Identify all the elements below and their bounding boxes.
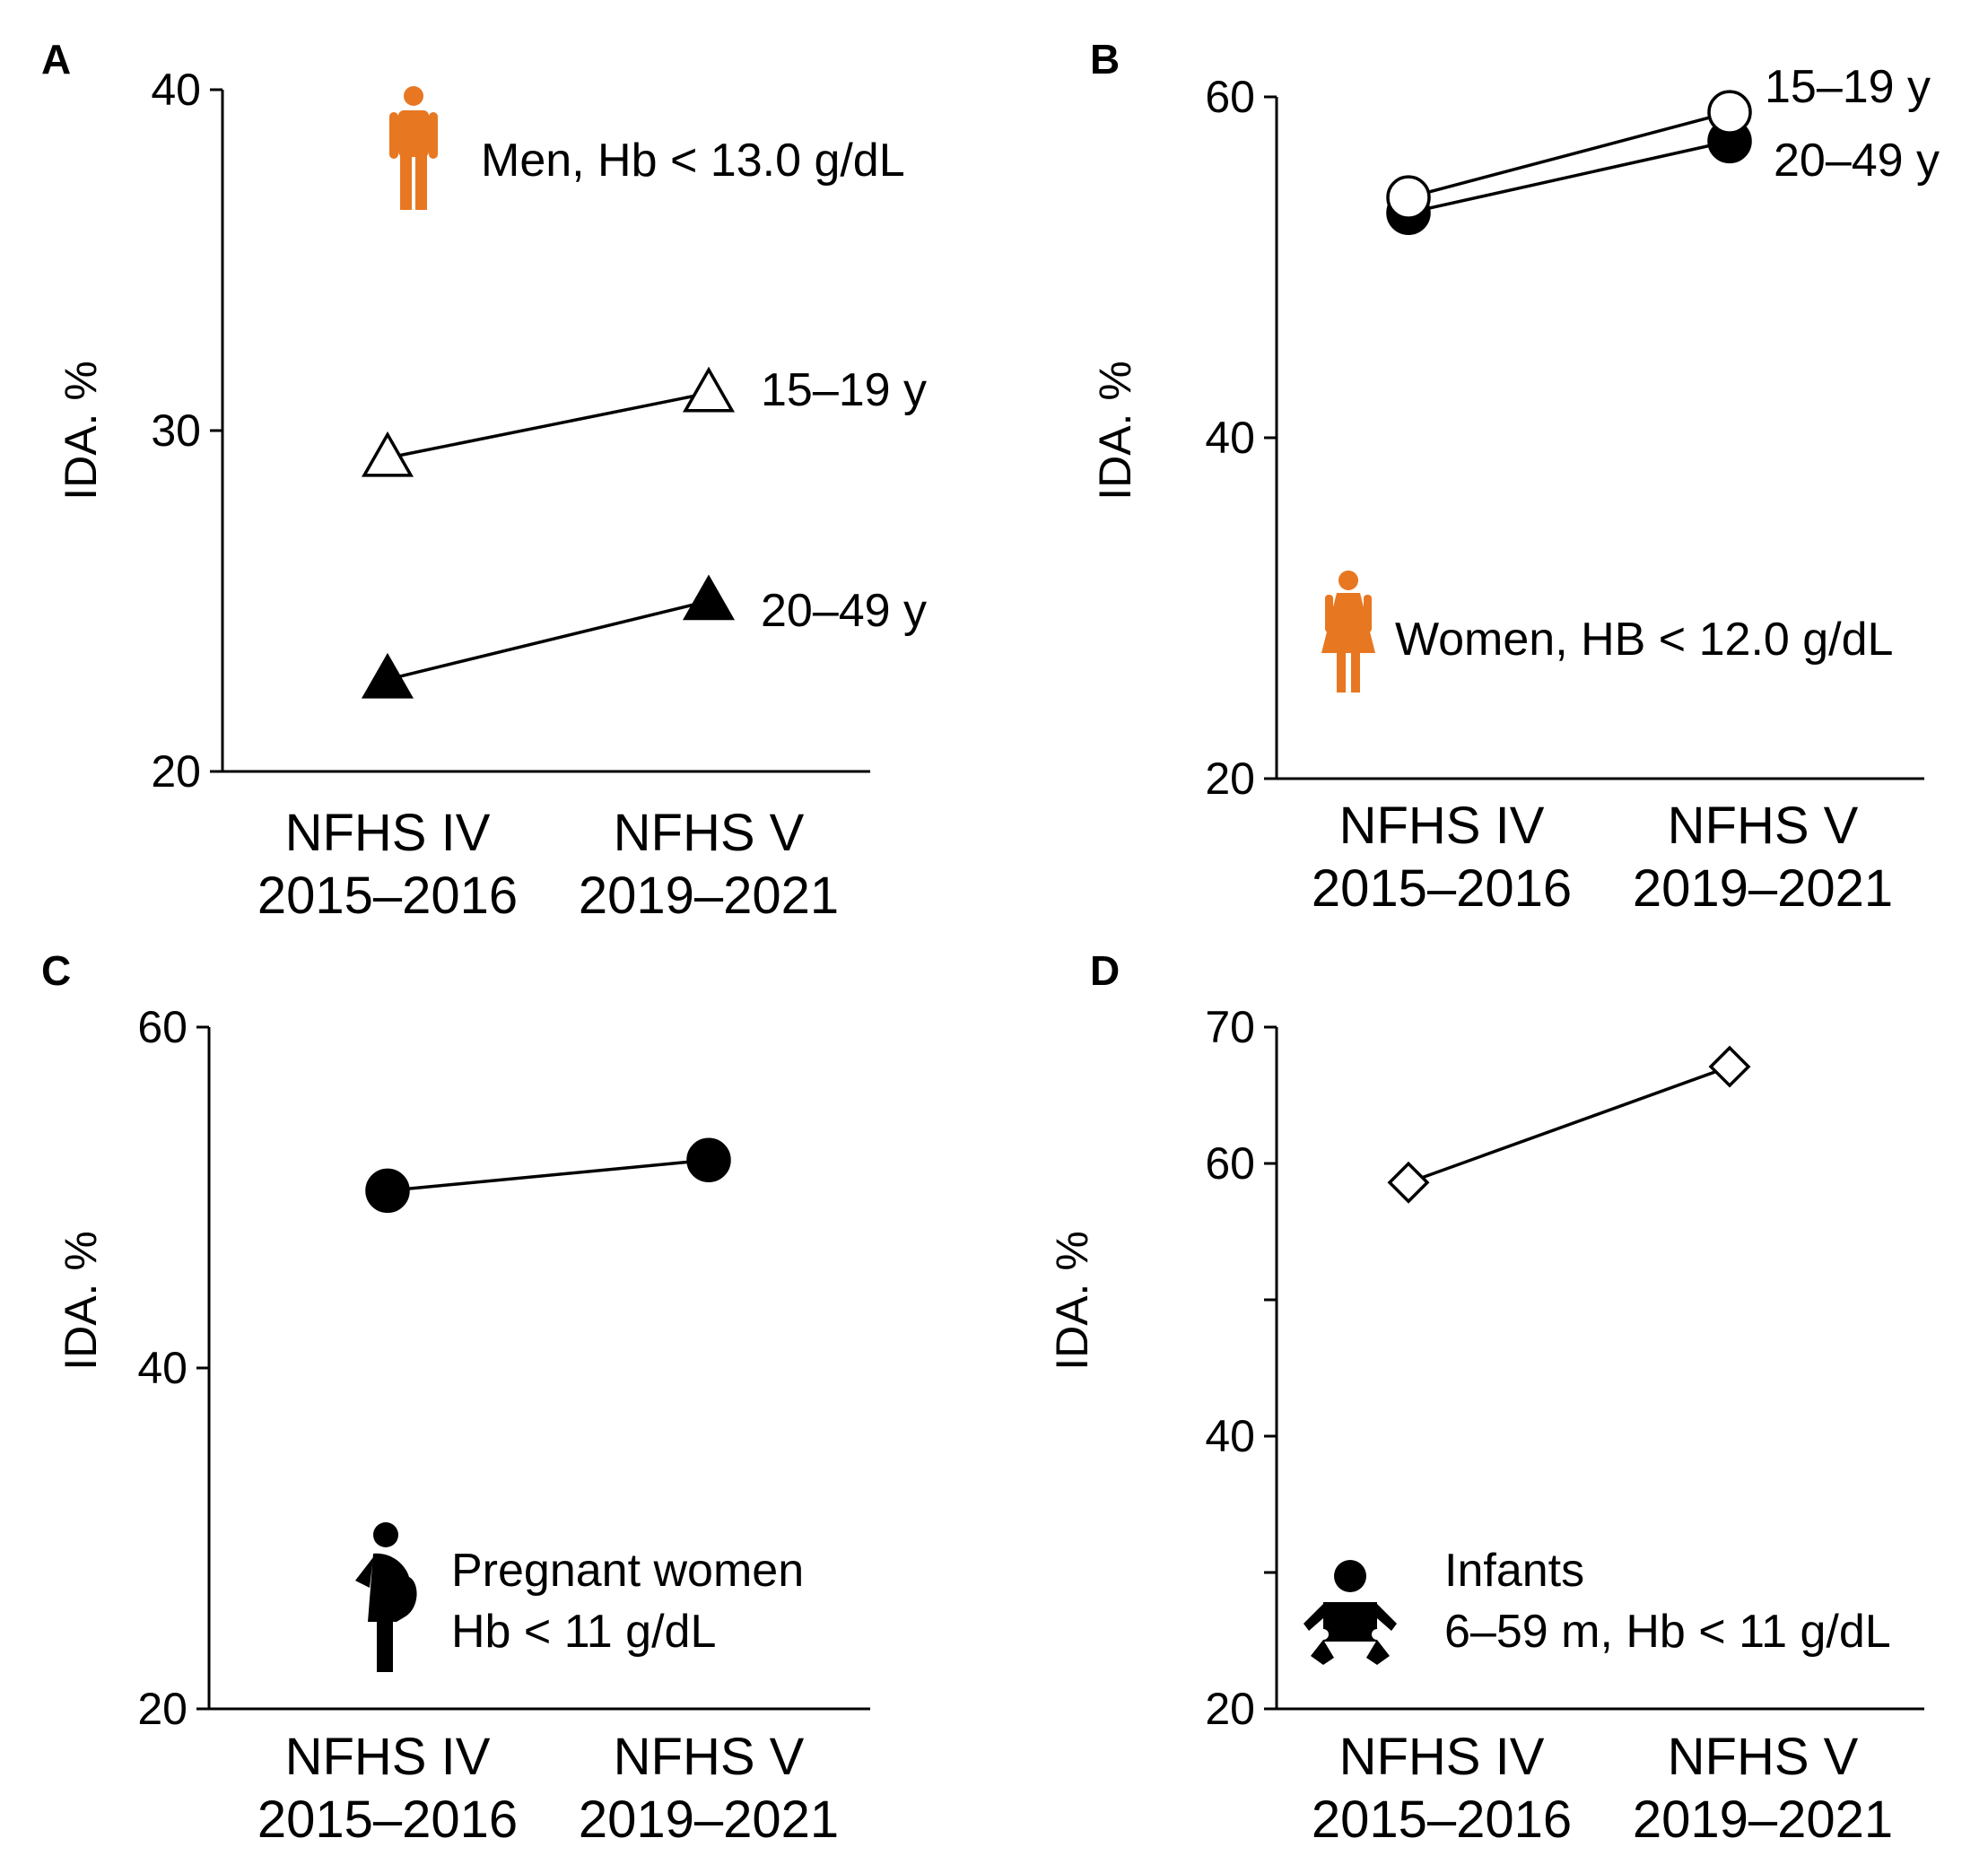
panel-a-series-label-1: 20–49 y <box>761 585 927 637</box>
panel-a-series-1-line <box>387 599 710 682</box>
panel-b-y-tick-label-1: 40 <box>1205 413 1255 463</box>
panel-a-y-tick-label-0: 20 <box>151 746 201 797</box>
panel-label-b: B <box>1090 36 1120 83</box>
panel-c-x-cat-1-years: 2015–2016 <box>257 1790 518 1849</box>
panel-d-y-tick-label-4: 60 <box>1205 1138 1255 1189</box>
panel-a-series-0-point-1 <box>682 366 736 413</box>
panel-d-y-tick-label-0: 20 <box>1205 1684 1255 1734</box>
man-icon <box>389 86 438 210</box>
panel-c-y-ticks: 20 40 60 <box>137 1002 209 1734</box>
panel-b-series-labels: 15–19 y 20–49 y <box>1765 61 1940 187</box>
panel-b-marks <box>1386 90 1752 235</box>
panel-a-x-cat-2-name: NFHS V <box>614 804 805 862</box>
panel-c-series-0-point-1 <box>686 1137 731 1182</box>
panel-d-series-0-line <box>1408 1065 1731 1184</box>
panel-b-x-cat-2-name: NFHS V <box>1668 797 1859 855</box>
panel-d-y-tick-label-5: 70 <box>1205 1002 1255 1052</box>
panel-d-marks <box>1387 1045 1751 1204</box>
panel-d-x-cat-2-years: 2019–2021 <box>1633 1790 1893 1849</box>
panel-b-series-label-0: 15–19 y <box>1765 61 1931 113</box>
panel-c-x-cat-2-name: NFHS V <box>614 1728 805 1786</box>
panel-d-annotation-line-2: 6–59 m, Hb < 11 g/dL <box>1444 1606 1891 1658</box>
panel-a-x-cat-2-years: 2019–2021 <box>579 867 839 925</box>
panel-b-series-label-1: 20–49 y <box>1774 135 1940 187</box>
panel-c-x-cat-2-years: 2019–2021 <box>579 1790 839 1849</box>
panel-c-marks <box>365 1137 731 1214</box>
panel-label-a: A <box>41 36 71 83</box>
panel-c-y-tick-label-0: 20 <box>137 1684 187 1734</box>
panel-d-y-label: IDA. % <box>1047 1231 1097 1371</box>
panel-b-y-tick-label-0: 20 <box>1205 754 1255 804</box>
panel-b: B 20 40 60 IDA. % NFHS IV 2015–2016 NFHS V… <box>1090 36 1940 918</box>
panel-c-y-tick-label-1: 40 <box>137 1343 187 1393</box>
panel-label-d: D <box>1090 947 1120 994</box>
panel-c-annotation-line-1: Pregnant women <box>451 1545 804 1597</box>
panel-b-series-0-line <box>1408 110 1731 199</box>
panel-a-y-ticks: 20 30 40 <box>151 65 222 797</box>
panel-d-x-cat-2-name: NFHS V <box>1668 1728 1859 1786</box>
panel-b-series-0-point-1 <box>1707 90 1752 135</box>
panel-a-series-label-0: 15–19 y <box>761 364 927 416</box>
panel-c-y-tick-label-2: 60 <box>137 1002 187 1052</box>
panel-b-y-tick-label-2: 60 <box>1205 72 1255 122</box>
panel-a-annotation: Men, Hb < 13.0 g/dL <box>481 135 905 187</box>
panel-a-series-0-point-0 <box>361 431 414 477</box>
panel-c-annotation-line-2: Hb < 11 g/dL <box>451 1606 716 1658</box>
panel-b-series-0-point-0 <box>1386 175 1431 220</box>
panel-c-series-0-point-0 <box>365 1168 410 1214</box>
panel-a-series-1-point-0 <box>361 652 414 699</box>
panel-a-y-label: IDA. % <box>56 361 106 501</box>
panel-a-x-cat-1-years: 2015–2016 <box>257 867 518 925</box>
panel-d-y-tick-label-2: 40 <box>1205 1411 1255 1461</box>
panel-a-y-tick-label-2: 40 <box>151 65 201 115</box>
panel-d-annotation-line-1: Infants <box>1444 1545 1584 1597</box>
panel-a: A 20 30 40 IDA. % NFHS IV 2015–2016 NFHS V… <box>41 36 927 925</box>
panel-a-marks <box>361 366 736 699</box>
panel-b-x-cat-1-name: NFHS IV <box>1339 797 1545 855</box>
panel-b-series-1-line <box>1408 139 1731 214</box>
panel-label-c: C <box>41 947 71 994</box>
panel-b-x-cat-1-years: 2015–2016 <box>1312 859 1572 918</box>
panel-d: D 20 40 60 70 IDA. % NFHS IV 2015–2016 NFHS… <box>1047 947 1924 1849</box>
pregnant-woman-icon <box>355 1522 417 1672</box>
woman-icon <box>1321 571 1375 693</box>
panel-a-y-tick-label-1: 30 <box>151 405 201 456</box>
panel-d-x-cat-1-name: NFHS IV <box>1339 1728 1545 1786</box>
panel-c-series-0-line <box>387 1158 710 1193</box>
panel-a-series-1-point-1 <box>682 574 736 621</box>
panel-d-y-ticks: 20 40 60 70 <box>1205 1002 1277 1734</box>
panel-d-x-cat-1-years: 2015–2016 <box>1312 1790 1572 1849</box>
panel-a-series-0-line <box>387 391 710 460</box>
panel-c-y-label: IDA. % <box>56 1231 106 1371</box>
panel-b-annotation: Women, HB < 12.0 g/dL <box>1395 614 1893 666</box>
panel-b-y-label: IDA. % <box>1090 361 1140 501</box>
infant-icon <box>1304 1560 1397 1665</box>
panel-d-series-0-point-1 <box>1708 1045 1751 1088</box>
panel-b-y-ticks: 20 40 60 <box>1205 72 1277 804</box>
panel-b-x-cat-2-years: 2019–2021 <box>1633 859 1893 918</box>
panel-c: C 20 40 60 IDA. % NFHS IV 2015–2016 NFHS V… <box>41 947 870 1849</box>
panel-a-series-labels: 15–19 y 20–49 y <box>761 364 927 637</box>
panel-d-series-0-point-0 <box>1387 1161 1430 1204</box>
panel-c-x-cat-1-name: NFHS IV <box>285 1728 491 1786</box>
panel-a-x-cat-1-name: NFHS IV <box>285 804 491 862</box>
